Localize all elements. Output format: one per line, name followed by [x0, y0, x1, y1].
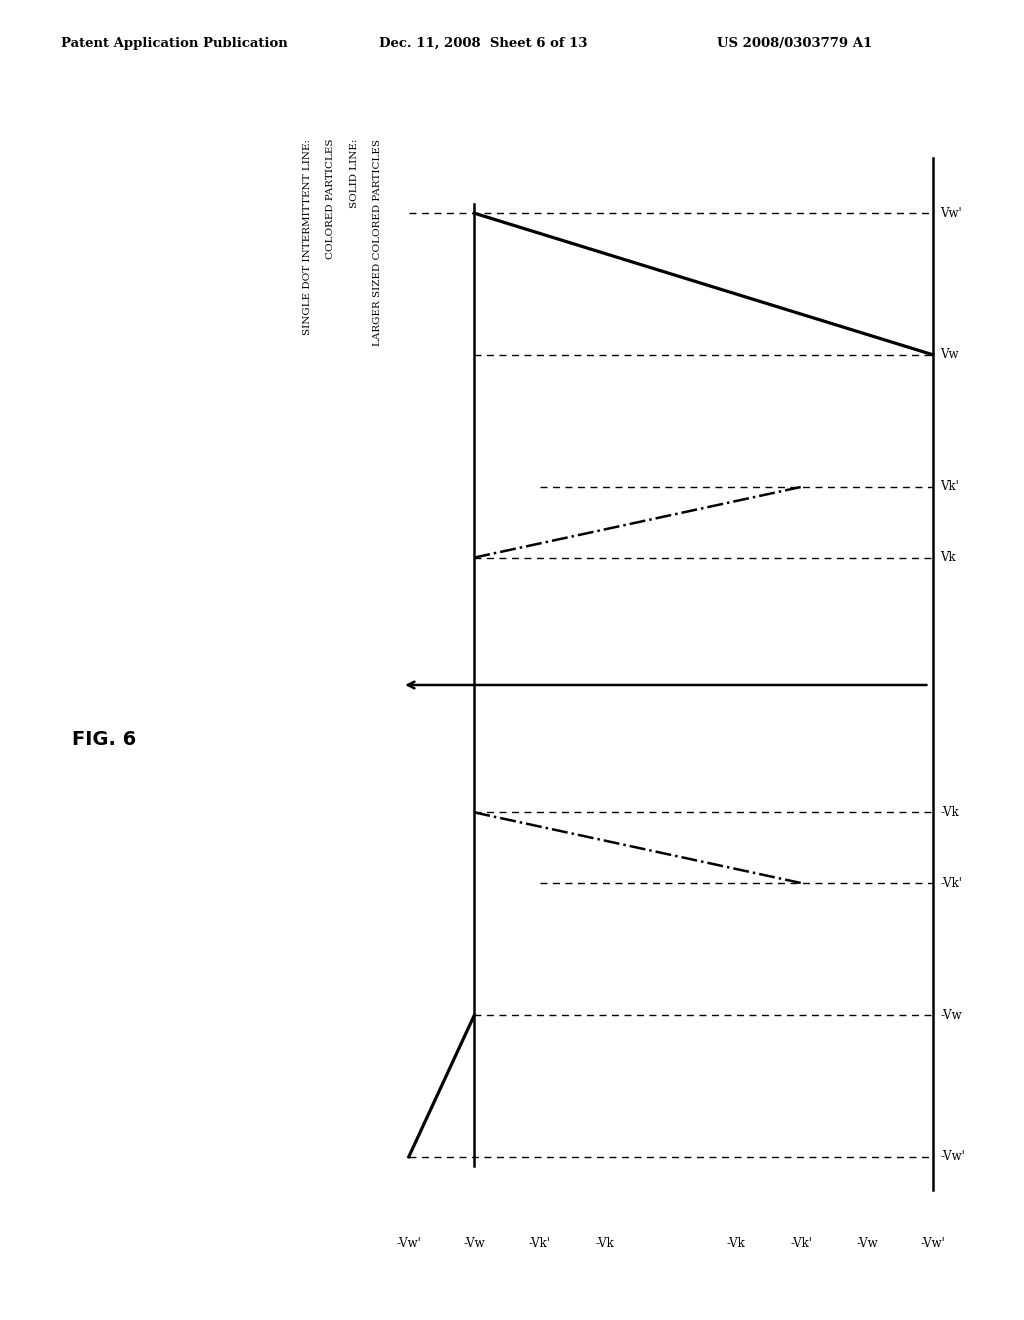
Text: Vk': Vk' — [940, 480, 959, 494]
Text: -Vw: -Vw — [856, 1237, 878, 1250]
Text: -Vw': -Vw' — [940, 1150, 966, 1163]
Text: -Vk: -Vk — [727, 1237, 745, 1250]
Text: -Vk': -Vk' — [791, 1237, 813, 1250]
Text: Vw: Vw — [940, 348, 959, 362]
Text: Vw': Vw' — [940, 207, 963, 219]
Text: Dec. 11, 2008  Sheet 6 of 13: Dec. 11, 2008 Sheet 6 of 13 — [379, 37, 588, 50]
Text: -Vk: -Vk — [940, 807, 959, 818]
Text: -Vw': -Vw' — [921, 1237, 945, 1250]
Text: -Vk': -Vk' — [528, 1237, 551, 1250]
Text: FIG. 6: FIG. 6 — [72, 730, 136, 748]
Text: COLORED PARTICLES: COLORED PARTICLES — [327, 139, 335, 259]
Text: Patent Application Publication: Patent Application Publication — [61, 37, 288, 50]
Text: US 2008/0303779 A1: US 2008/0303779 A1 — [717, 37, 872, 50]
Text: -Vw': -Vw' — [396, 1237, 421, 1250]
Text: Vk: Vk — [940, 552, 956, 564]
Text: LARGER SIZED COLORED PARTICLES: LARGER SIZED COLORED PARTICLES — [374, 139, 382, 346]
Text: -Vk': -Vk' — [940, 876, 963, 890]
Text: SOLID LINE:: SOLID LINE: — [350, 139, 358, 209]
Text: -Vk: -Vk — [596, 1237, 614, 1250]
Text: -Vw: -Vw — [464, 1237, 485, 1250]
Text: -Vw: -Vw — [940, 1008, 963, 1022]
Text: SINGLE DOT INTERMITTENT LINE:: SINGLE DOT INTERMITTENT LINE: — [303, 139, 311, 334]
